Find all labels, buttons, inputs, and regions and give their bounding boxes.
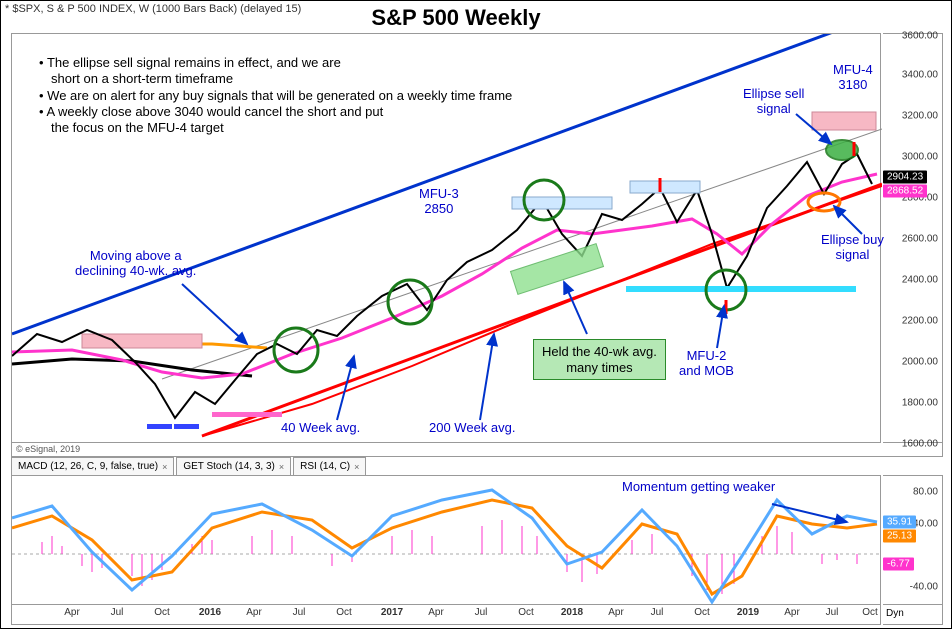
xtick: Oct xyxy=(518,607,534,618)
ytick: 1800.00 xyxy=(902,398,938,409)
label-200wk: 200 Week avg. xyxy=(429,421,515,436)
ytick: 2400.00 xyxy=(902,275,938,286)
xtick: Jul xyxy=(826,607,839,618)
indicator-tabs: MACD (12, 26, C, 9, false, true)× GET St… xyxy=(11,457,943,475)
xtick: Apr xyxy=(784,607,800,618)
ind-ytick: -40.00 xyxy=(910,582,938,593)
ind-ytick: 80.00 xyxy=(913,487,938,498)
bullet-3a: A weekly close above 3040 would cancel t… xyxy=(39,104,512,120)
label-mfu2: MFU-2 and MOB xyxy=(679,349,734,379)
arrow-held xyxy=(564,282,587,334)
xtick: Apr xyxy=(246,607,262,618)
copyright-bar: © eSignal, 2019 xyxy=(11,443,943,457)
price-yaxis: 1600.00 1800.00 2000.00 2200.00 2400.00 … xyxy=(883,33,943,443)
ind-fast-badge: 35.91 xyxy=(883,516,916,529)
ytick: 2600.00 xyxy=(902,234,938,245)
close-icon[interactable]: × xyxy=(279,462,284,472)
xtick: 2018 xyxy=(561,607,583,618)
ma40-last-badge: 2868.52 xyxy=(883,185,927,198)
ytick: 3000.00 xyxy=(902,152,938,163)
ytick: 3400.00 xyxy=(902,70,938,81)
bullet-1a: The ellipse sell signal remains in effec… xyxy=(39,55,512,71)
xtick: 2017 xyxy=(381,607,403,618)
indicator-yaxis: 80.00 40.00 -40.00 35.91 25.13 -6.77 xyxy=(883,475,943,605)
label-moving-above: Moving above a declining 40-wk. avg. xyxy=(75,249,196,279)
ind-ytick: 40.00 xyxy=(913,519,938,530)
bullet-2: We are on alert for any buy signals that… xyxy=(39,88,512,104)
momentum-arrow xyxy=(772,504,847,522)
ytick: 3200.00 xyxy=(902,111,938,122)
xtick: Apr xyxy=(608,607,624,618)
bullet-1b: short on a short-term timeframe xyxy=(51,71,233,86)
label-mfu4: MFU-4 3180 xyxy=(833,63,873,93)
arrow-ellbuy xyxy=(834,206,862,234)
close-icon[interactable]: × xyxy=(354,462,359,472)
tab-stoch[interactable]: GET Stoch (14, 3, 3)× xyxy=(176,457,291,475)
mfu4-target-rect xyxy=(812,112,876,130)
tab-rsi[interactable]: RSI (14, C)× xyxy=(293,457,366,475)
channel-midline xyxy=(162,129,882,379)
label-40wk: 40 Week avg. xyxy=(281,421,360,436)
chart-title: S&P 500 Weekly xyxy=(1,5,911,31)
label-ellsell: Ellipse sell signal xyxy=(743,87,804,117)
label-held-box: Held the 40-wk avg. many times xyxy=(533,339,666,380)
xtick: Oct xyxy=(154,607,170,618)
ind-slow-badge: 25.13 xyxy=(883,530,916,543)
xtick: Apr xyxy=(64,607,80,618)
early-pink-bar xyxy=(212,412,282,417)
xtick: 2016 xyxy=(199,607,221,618)
xtick: 2019 xyxy=(737,607,759,618)
xtick: Oct xyxy=(862,607,878,618)
green-circle-1 xyxy=(274,328,318,372)
dyn-label: Dyn xyxy=(883,605,943,625)
last-price-badge: 2904.23 xyxy=(883,171,927,184)
xtick: Jul xyxy=(111,607,124,618)
xtick: Apr xyxy=(428,607,444,618)
label-momentum: Momentum getting weaker xyxy=(622,480,775,495)
indicator-panel: Momentum getting weaker xyxy=(11,475,881,605)
ind-hist-badge: -6.77 xyxy=(883,558,914,571)
ytick: 2000.00 xyxy=(902,357,938,368)
early-blue-bar-1 xyxy=(147,424,172,429)
arrow-200wk xyxy=(480,334,494,420)
mob-cyan-bar xyxy=(626,286,856,292)
arrow-mfu2 xyxy=(717,306,724,348)
xtick: Jul xyxy=(293,607,306,618)
label-ellbuy: Ellipse buy signal xyxy=(821,233,884,263)
bullet-3b: the focus on the MFU-4 target xyxy=(51,120,224,135)
label-mfu3: MFU-3 2850 xyxy=(419,187,459,217)
green-slant-rect xyxy=(510,244,603,295)
ytick: 2200.00 xyxy=(902,316,938,327)
chart-window: * $SPX, S & P 500 INDEX, W (1000 Bars Ba… xyxy=(0,0,952,629)
xtick: Jul xyxy=(651,607,664,618)
close-icon[interactable]: × xyxy=(162,462,167,472)
notes-bullets: The ellipse sell signal remains in effec… xyxy=(39,55,512,136)
ytick: 3600.00 xyxy=(902,31,938,42)
indicator-svg xyxy=(12,476,882,606)
tab-macd[interactable]: MACD (12, 26, C, 9, false, true)× xyxy=(11,457,174,475)
macd-hist xyxy=(42,520,857,594)
target-rect-2 xyxy=(630,181,700,193)
xtick: Oct xyxy=(336,607,352,618)
early-blue-bar-2 xyxy=(174,424,199,429)
xtick: Oct xyxy=(694,607,710,618)
time-xaxis: Apr Jul Oct 2016 Apr Jul Oct 2017 Apr Ju… xyxy=(11,605,881,625)
xtick: Jul xyxy=(475,607,488,618)
